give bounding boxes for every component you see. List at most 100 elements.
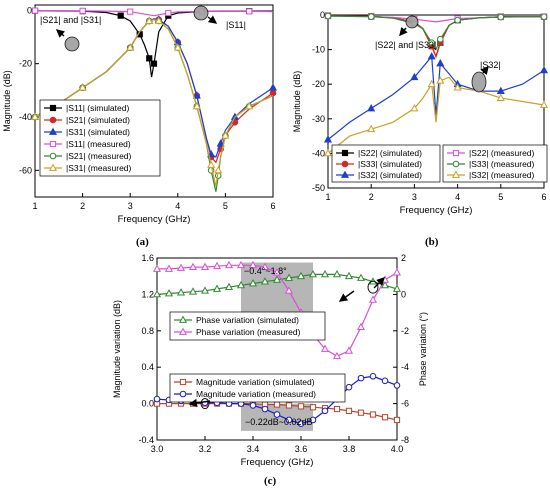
x-tick-label: 1: [325, 192, 330, 202]
data-point: [332, 269, 342, 278]
data-point: [176, 263, 186, 271]
data-point: [248, 279, 258, 287]
chart-panel-c: 3.0 3.2 3.4 3.6 3.8 4.0 -0.4 0.0 0.4 0.8 1.2 1.6 -8 -…: [112, 253, 428, 468]
data-point: [31, 7, 39, 14]
x-tick-label: 2: [80, 201, 85, 211]
legend-box: [169, 311, 326, 341]
legend-marker: [341, 160, 349, 168]
data-point: [152, 289, 162, 298]
data-point: [269, 89, 277, 97]
data-point: [410, 72, 419, 81]
y-right-tick-label: -6: [401, 399, 409, 409]
legend-marker: [340, 170, 350, 178]
x-tick-label: 3: [412, 192, 417, 202]
data-point: [272, 275, 282, 283]
data-point: [273, 411, 281, 418]
data-point: [427, 79, 436, 88]
data-point: [497, 13, 505, 21]
series-line-5: [34, 19, 274, 187]
data-point: [496, 86, 505, 95]
annotation-label: |S21| and |S31|: [40, 15, 101, 25]
data-point: [308, 269, 318, 278]
y-axis-label-right: Phase variation (°): [418, 312, 428, 386]
x-tick-label: 6: [541, 192, 546, 202]
data-point: [369, 373, 377, 380]
data-point: [427, 52, 436, 60]
legend-label: |S21| (simulated): [66, 115, 130, 125]
data-point: [221, 131, 230, 139]
data-point: [268, 83, 278, 91]
y-tick-label: 1.2: [141, 289, 154, 299]
x-tick-label: 3.0: [151, 444, 164, 454]
y-tick-label: -40: [312, 148, 325, 158]
series-line-3: [35, 10, 274, 17]
annotation-ellipse: [405, 15, 419, 29]
annotation-ellipse: [200, 398, 210, 410]
data-point: [246, 8, 253, 15]
data-point: [393, 416, 401, 424]
data-point: [164, 289, 174, 297]
y-tick-label: -0.4: [138, 435, 154, 445]
data-point: [539, 100, 549, 108]
data-point: [212, 261, 222, 270]
data-point: [437, 35, 444, 43]
annotation-arrow: [480, 65, 489, 76]
data-point: [321, 407, 329, 415]
data-point: [454, 16, 461, 24]
y-tick-label: 0.8: [141, 326, 154, 336]
annotation-label: |S11|: [226, 20, 246, 30]
y-axis-label: Magnitude (dB): [292, 71, 302, 133]
annotation-ellipse: [64, 36, 80, 52]
data-point: [273, 401, 281, 408]
data-point: [357, 374, 365, 382]
data-point: [356, 273, 366, 281]
data-point: [261, 405, 269, 413]
legend-marker: [49, 152, 57, 160]
y-tick-label: 0.0: [141, 399, 154, 409]
data-point: [367, 13, 375, 21]
x-axis-label: Frequency (GHz): [400, 205, 473, 216]
data-point: [323, 135, 333, 143]
data-point: [309, 416, 317, 424]
legend-marker: [178, 327, 188, 335]
annotation-ellipse: [367, 280, 379, 294]
data-point: [344, 271, 354, 280]
legend-label: |S11| (simulated): [66, 103, 129, 113]
data-point: [381, 414, 389, 421]
annotation-arrow: [207, 15, 218, 24]
x-tick-label: 5: [223, 201, 228, 211]
data-point: [392, 268, 402, 276]
data-point: [236, 280, 246, 289]
data-point: [126, 43, 135, 51]
legend-marker: [48, 163, 58, 171]
panel-label-c: (c): [264, 475, 277, 487]
legend-marker: [49, 140, 57, 148]
series-line-5: [327, 76, 545, 154]
y-right-tick-label: 0: [401, 289, 406, 299]
x-tick-label: 1: [32, 201, 37, 211]
data-point: [200, 262, 210, 270]
legend-label: |S22| (measured): [469, 148, 535, 158]
legend-label: Magnitude variation (simulated): [196, 377, 315, 387]
annotation-label: −0.4°~1.8°: [244, 266, 287, 276]
x-axis-label: Frequency (GHz): [241, 457, 314, 468]
data-point: [393, 382, 401, 389]
data-point: [309, 404, 317, 411]
y-tick-label: -50: [312, 183, 325, 193]
legend-label: Phase variation (measured): [196, 327, 301, 337]
legend-label: |S11| (measured): [66, 139, 131, 149]
legend-marker: [179, 390, 187, 398]
data-point: [496, 93, 505, 101]
data-point: [192, 101, 201, 110]
legend-marker: [49, 104, 57, 112]
data-point: [30, 112, 40, 120]
data-point: [345, 407, 353, 414]
data-point: [236, 260, 246, 269]
data-point: [260, 277, 270, 285]
data-point: [367, 103, 376, 112]
data-point: [324, 12, 332, 20]
y-axis-label: Magnitude variation (dB): [112, 300, 122, 398]
data-point: [154, 16, 163, 24]
data-point: [153, 395, 161, 403]
data-point: [127, 8, 134, 15]
